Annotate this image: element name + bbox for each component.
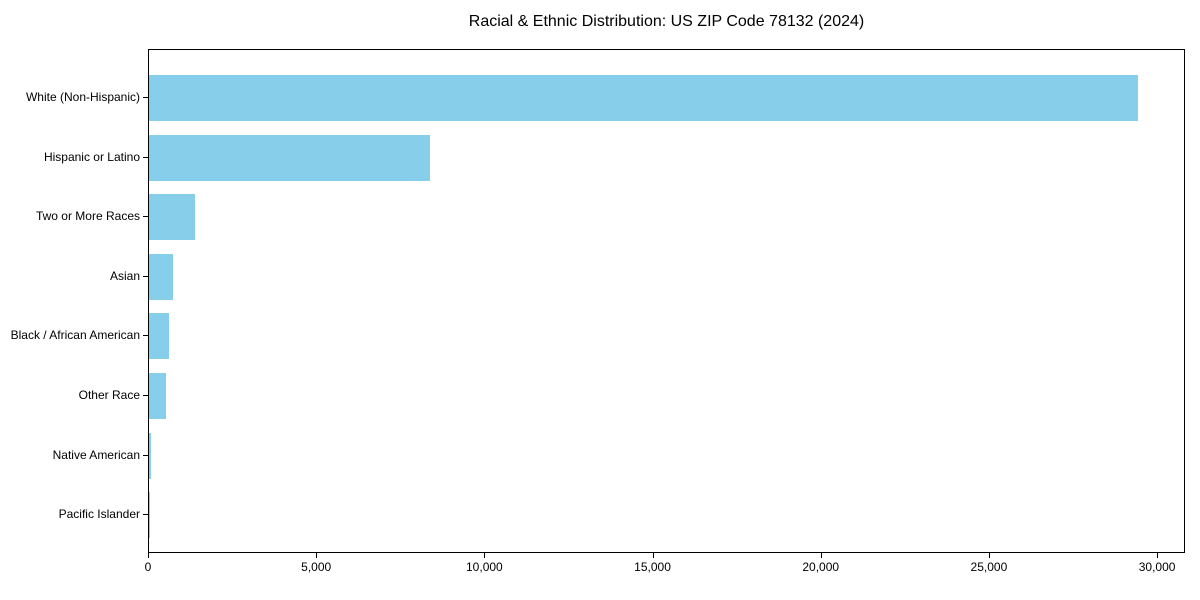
x-tick-mark xyxy=(316,553,318,558)
y-axis-label: Asian xyxy=(109,268,140,283)
bar-white-non-hispanic xyxy=(149,75,1138,121)
x-tick-mark xyxy=(148,553,149,558)
y-tick-mark xyxy=(143,395,148,396)
bar-hispanic-or-latino xyxy=(149,134,430,181)
bar-pacific-islander xyxy=(149,492,150,539)
y-tick-mark xyxy=(143,514,148,516)
y-tick-mark xyxy=(143,275,148,277)
x-tick-mark xyxy=(484,553,486,558)
x-tick-label: 20,000 xyxy=(802,560,840,574)
x-tick-mark xyxy=(988,553,990,558)
y-axis-label: Pacific Islander xyxy=(58,507,140,522)
y-axis-label: White (Non-Hispanic) xyxy=(25,90,140,104)
bar-native-american xyxy=(149,432,151,479)
x-tick-label: 5,000 xyxy=(301,560,332,574)
bar-black-african-american xyxy=(149,313,169,360)
y-axis-label: Native American xyxy=(52,447,140,462)
chart-title: Racial & Ethnic Distribution: US ZIP Cod… xyxy=(468,13,865,30)
bar-other-race xyxy=(149,373,167,419)
x-tick-label: 10,000 xyxy=(466,560,503,574)
plot-area xyxy=(148,49,1185,553)
x-tick-mark xyxy=(652,553,654,558)
bar-asian xyxy=(149,253,173,300)
x-tick-mark xyxy=(1157,553,1159,558)
bar-two-or-more-races xyxy=(149,194,196,241)
y-axis-label: Other Race xyxy=(78,388,140,402)
x-tick-label: 30,000 xyxy=(1138,560,1176,574)
x-tick-label: 25,000 xyxy=(970,560,1008,574)
y-tick-mark xyxy=(143,156,148,158)
x-tick-mark xyxy=(820,553,822,558)
y-tick-mark xyxy=(143,454,148,456)
y-axis-label: Black / African American xyxy=(10,328,140,343)
y-tick-mark xyxy=(143,97,148,98)
x-tick-label: 15,000 xyxy=(634,560,671,574)
y-axis-label: Hispanic or Latino xyxy=(43,149,140,164)
y-axis-label: Two or More Races xyxy=(35,209,140,224)
y-tick-mark xyxy=(143,216,148,218)
x-tick-label: 0 xyxy=(144,560,152,574)
y-tick-mark xyxy=(143,335,148,337)
